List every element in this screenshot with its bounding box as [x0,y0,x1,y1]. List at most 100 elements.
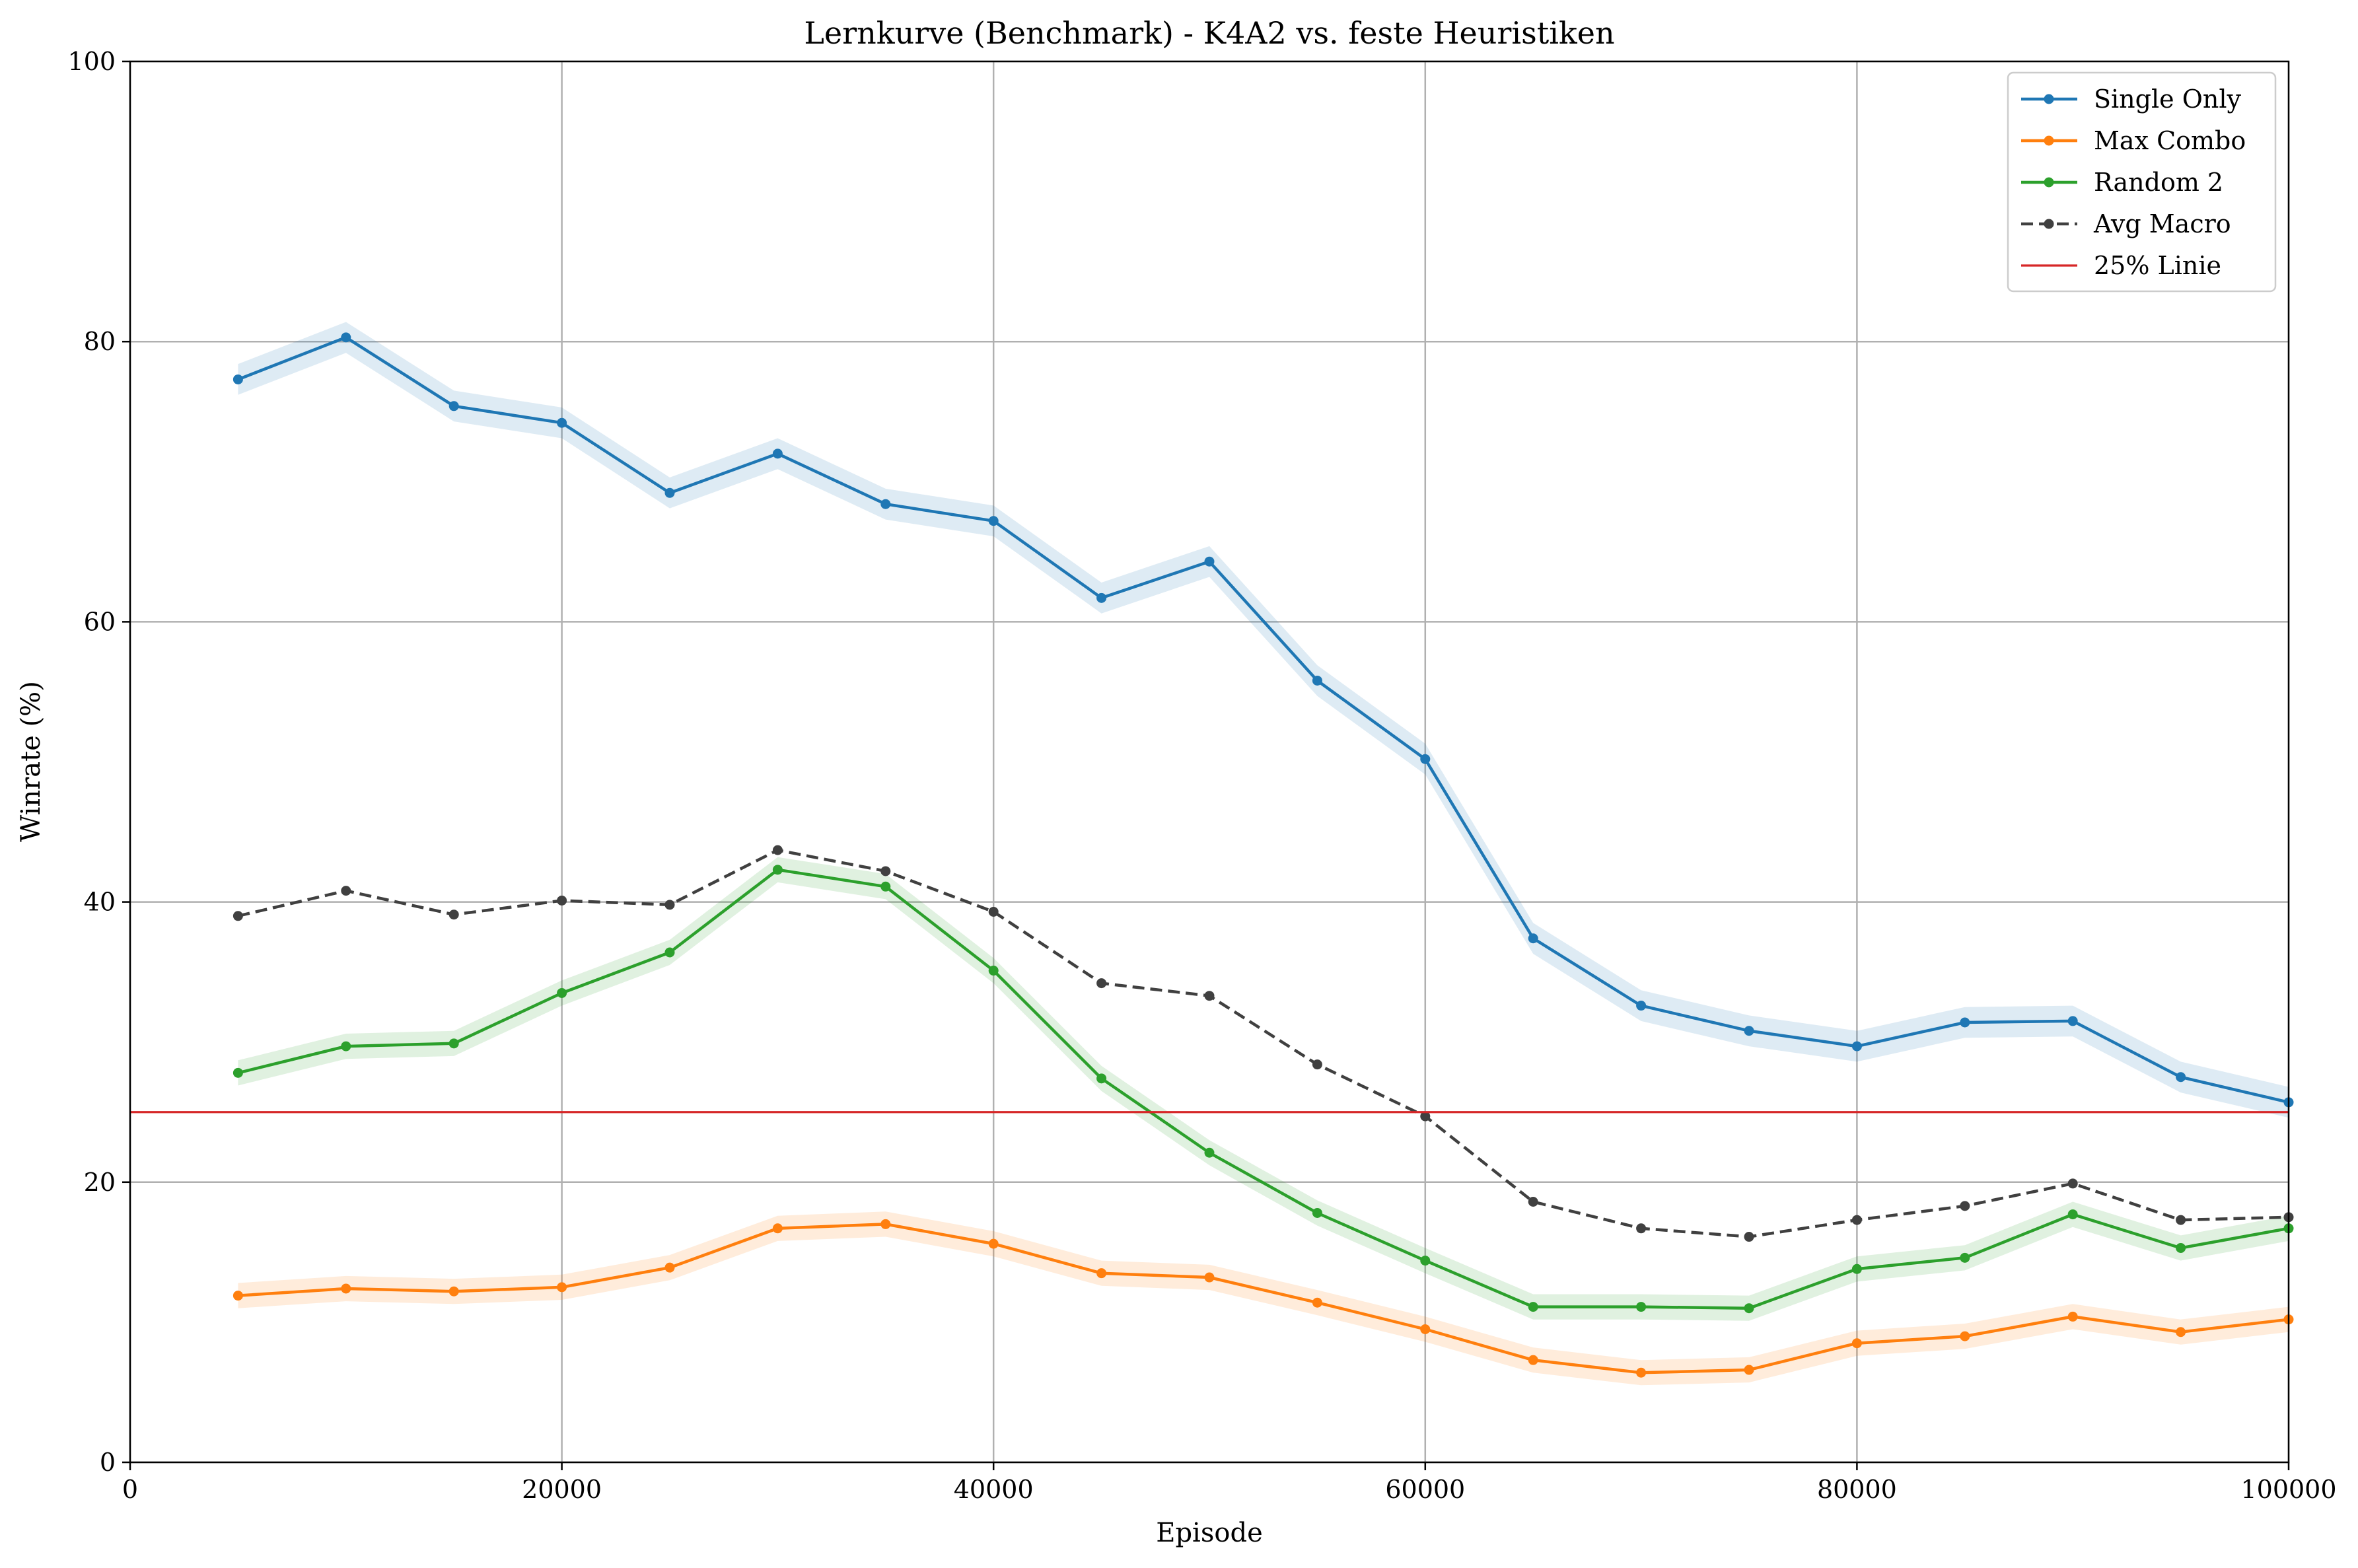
data-point-avg-macro [988,906,999,917]
series-line-max-combo [238,1223,2289,1374]
series-line-avg-macro [237,848,2289,1238]
data-point-single-only [1096,592,1107,603]
axis-ticks: 0 20000 40000 60000 80000 100000 0 20 40 60 80 100 [67,47,2336,1504]
data-point-avg-macro [341,886,351,896]
data-point-avg-macro [664,900,675,910]
legend: Single Only Max Combo Random 2 Avg Macro 25%… [2007,71,2277,293]
data-point-single-only [2176,1072,2186,1083]
data-point-random-2 [1636,1302,1647,1312]
series-line-random-2 [237,868,2289,1310]
series-line-single-only [237,336,2289,1104]
data-point-single-only [988,516,999,526]
series-lines [130,332,2294,1378]
legend-box [2007,71,2277,293]
plot-frame [129,60,2290,1464]
x-tick-label: 100000 [2240,1475,2336,1504]
legend-label-25-linie: 25% Linie [2094,251,2221,280]
y-tick-label: 0 [100,1448,116,1477]
data-point-single-only [1744,1026,1754,1036]
data-point-single-only [664,487,675,498]
data-point-single-only [1420,754,1431,764]
legend-marker-avg-macro [2044,219,2054,229]
data-point-single-only [232,374,243,384]
legend-label-random-2: Random 2 [2094,168,2223,197]
confidence-bands [238,322,2289,1386]
data-point-random-2 [1096,1073,1107,1084]
data-point-random-2 [1851,1264,1862,1274]
data-point-random-2 [448,1038,459,1049]
y-tick-label: 20 [84,1168,116,1197]
data-point-max-combo [1744,1365,1754,1375]
data-point-avg-macro [1528,1196,1538,1207]
legend-label-single-only: Single Only [2094,85,2241,114]
data-point-avg-macro [1851,1215,1862,1225]
data-point-max-combo [664,1262,675,1273]
data-point-random-2 [988,966,999,976]
data-point-random-2 [557,987,567,998]
data-point-random-2 [1528,1302,1538,1312]
data-point-max-combo [1960,1331,1970,1341]
data-point-avg-macro [880,866,891,876]
data-point-single-only [557,417,567,428]
data-point-single-only [880,499,891,509]
data-point-max-combo [448,1286,459,1297]
data-point-max-combo [1636,1367,1647,1378]
data-point-max-combo [2067,1311,2078,1322]
data-point-avg-macro [1960,1201,1970,1211]
data-point-single-only [1528,933,1538,944]
data-point-max-combo [1528,1355,1538,1365]
data-point-avg-macro [1636,1223,1647,1234]
y-tick-label: 80 [84,327,116,356]
data-point-single-only [448,401,459,411]
data-point-max-combo [232,1291,243,1301]
x-tick-label: 20000 [522,1475,602,1504]
data-point-avg-macro [1096,978,1107,989]
data-point-max-combo [772,1223,783,1234]
data-point-avg-macro [557,895,567,906]
data-point-avg-macro [1312,1059,1322,1070]
grid [129,60,2290,1464]
legend-label-max-combo: Max Combo [2094,126,2246,155]
data-point-max-combo [1312,1297,1322,1308]
data-point-max-combo [2176,1327,2186,1337]
data-point-avg-macro [2176,1215,2186,1225]
x-axis-label: Episode [1156,1518,1262,1548]
y-tick-label: 100 [67,47,116,76]
chart-title: Lernkurve (Benchmark) - K4A2 vs. feste H… [804,15,1614,51]
data-point-single-only [1204,556,1215,567]
band-single-only [238,322,2289,1118]
data-point-max-combo [1420,1324,1431,1335]
legend-marker-random-2 [2044,177,2054,188]
x-tick-label: 80000 [1817,1475,1897,1504]
data-point-max-combo [1204,1272,1215,1283]
data-point-max-combo [880,1219,891,1229]
data-point-random-2 [1312,1207,1322,1218]
data-point-random-2 [772,865,783,875]
legend-marker-max-combo [2044,135,2054,146]
data-point-single-only [341,332,351,343]
data-point-random-2 [1960,1252,1970,1263]
data-point-random-2 [2067,1209,2078,1220]
legend-marker-single-only [2044,94,2054,104]
y-tick-label: 40 [84,888,116,917]
data-point-single-only [772,448,783,459]
data-point-random-2 [1204,1147,1215,1158]
data-point-random-2 [232,1067,243,1078]
data-point-max-combo [341,1283,351,1294]
data-point-avg-macro [2067,1178,2078,1189]
x-tick-label: 60000 [1385,1475,1465,1504]
legend-label-avg-macro: Avg Macro [2093,209,2231,238]
data-point-random-2 [1420,1256,1431,1266]
data-point-max-combo [1096,1268,1107,1279]
data-point-single-only [1312,675,1322,686]
data-point-avg-macro [772,845,783,855]
data-point-avg-macro [448,909,459,920]
data-point-max-combo [988,1238,999,1249]
data-point-random-2 [2176,1242,2186,1253]
y-axis-label: Winrate (%) [16,681,46,842]
data-point-max-combo [557,1282,567,1293]
band-max-combo [238,1211,2289,1386]
data-point-single-only [1960,1017,1970,1028]
